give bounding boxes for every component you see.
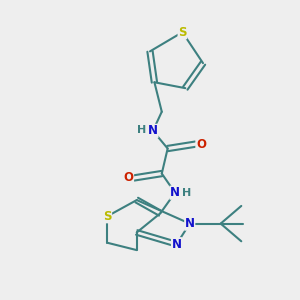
Text: N: N — [148, 124, 158, 137]
Text: O: O — [124, 172, 134, 184]
Text: N: N — [170, 186, 180, 199]
Text: S: S — [103, 210, 112, 223]
Text: H: H — [137, 125, 146, 135]
Text: N: N — [185, 217, 195, 230]
Text: N: N — [172, 238, 182, 251]
Text: H: H — [182, 188, 191, 198]
Text: O: O — [196, 138, 206, 151]
Text: S: S — [178, 26, 187, 39]
